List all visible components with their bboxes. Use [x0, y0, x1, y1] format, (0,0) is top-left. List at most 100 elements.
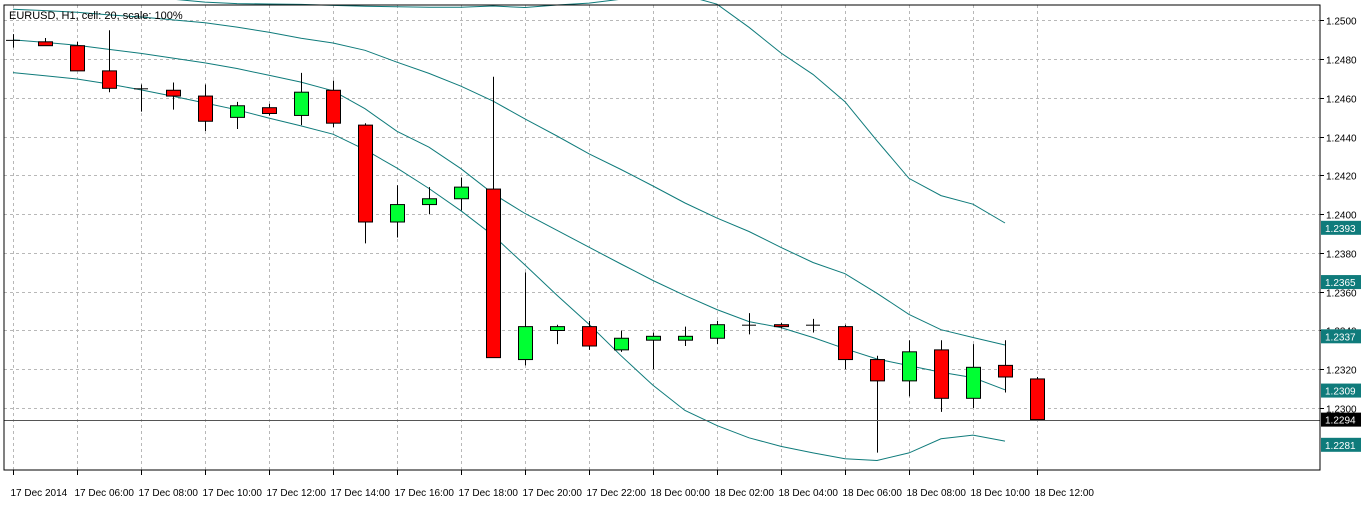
time-tick-label: 18 Dec 04:00 — [779, 488, 839, 499]
price-tick-label: 1.2360 — [1326, 289, 1357, 300]
candle[interactable] — [582, 320, 597, 350]
candle[interactable] — [934, 340, 949, 412]
time-tick-label: 18 Dec 06:00 — [843, 488, 903, 499]
candle[interactable] — [6, 34, 20, 48]
price-tick-label: 1.2420 — [1326, 172, 1357, 183]
current-price-tag — [1321, 412, 1361, 427]
price-tick-label: 1.2460 — [1326, 95, 1357, 106]
band-price-tag — [1321, 220, 1361, 235]
candle-body — [326, 89, 341, 124]
candle[interactable] — [678, 326, 693, 346]
band-inner-lower — [12, 72, 1006, 462]
time-tick-label: 17 Dec 06:00 — [75, 488, 135, 499]
candle-body — [294, 91, 309, 116]
price-tick-label: 1.2380 — [1326, 250, 1357, 261]
candle-body — [70, 45, 85, 72]
candle[interactable] — [966, 344, 981, 408]
price-tick-label: 1.2440 — [1326, 134, 1357, 145]
time-tick-label: 18 Dec 02:00 — [715, 488, 775, 499]
candle[interactable] — [166, 82, 181, 110]
price-tag-label: 1.2337 — [1325, 332, 1356, 343]
price-tick-label: 1.2500 — [1326, 17, 1357, 28]
time-tick-label: 17 Dec 08:00 — [139, 488, 199, 499]
candle[interactable] — [326, 80, 341, 128]
candle[interactable] — [358, 123, 373, 244]
candle-body — [518, 326, 533, 361]
chart-info-label: EURUSD, H1, cell: 20, scale: 100% — [9, 10, 183, 22]
candle-body — [166, 89, 181, 97]
time-tick-label: 17 Dec 16:00 — [395, 488, 455, 499]
time-tick-label: 17 Dec 2014 — [11, 488, 68, 499]
candle-body — [934, 349, 949, 399]
candle-body — [646, 335, 661, 341]
candle[interactable] — [870, 355, 885, 453]
price-tick-label: 1.2320 — [1326, 366, 1357, 377]
candle[interactable] — [614, 330, 629, 352]
time-tick-label: 18 Dec 00:00 — [651, 488, 711, 499]
candle[interactable] — [102, 30, 117, 93]
time-tick-label: 17 Dec 18:00 — [459, 488, 519, 499]
candle-body — [422, 198, 437, 206]
time-tick-label: 17 Dec 20:00 — [523, 488, 583, 499]
band-inner-upper — [12, 8, 1006, 346]
candle-body — [870, 359, 885, 382]
candle[interactable] — [70, 41, 85, 72]
price-tick-label: 1.2480 — [1326, 56, 1357, 67]
candle-body — [198, 95, 213, 122]
candle[interactable] — [390, 185, 405, 238]
price-tick-label: 1.2400 — [1326, 211, 1357, 222]
price-tag-label: 1.2365 — [1325, 278, 1356, 289]
candle[interactable] — [742, 313, 756, 335]
candle[interactable] — [1030, 377, 1045, 421]
candle[interactable] — [198, 84, 213, 131]
candle[interactable] — [230, 101, 245, 129]
candle-body — [262, 107, 277, 114]
time-axis[interactable]: 17 Dec 2014 17 Dec 06:00 17 Dec 08:00 17 De… — [11, 470, 1095, 499]
candle[interactable] — [774, 322, 789, 329]
candle-body — [486, 188, 501, 359]
candle[interactable] — [646, 332, 661, 370]
band-price-tag — [1321, 383, 1361, 398]
candle-body — [230, 105, 245, 118]
candle[interactable] — [262, 103, 277, 116]
candle-body — [1030, 378, 1045, 421]
price-tag-label: 1.2309 — [1325, 387, 1356, 398]
candle[interactable] — [422, 187, 437, 215]
candle[interactable] — [38, 37, 53, 47]
candle[interactable] — [454, 177, 469, 211]
candles[interactable] — [6, 30, 1045, 453]
candle[interactable] — [806, 318, 820, 333]
candle-body — [582, 326, 597, 347]
time-tick-label: 18 Dec 12:00 — [1035, 488, 1095, 499]
candle[interactable] — [838, 324, 853, 370]
band-price-tag — [1321, 437, 1361, 452]
candle-body — [774, 324, 789, 328]
price-tag-label: 1.2294 — [1325, 416, 1356, 427]
candle-body — [454, 186, 469, 200]
candle-body — [998, 364, 1013, 378]
time-tick-label: 17 Dec 10:00 — [203, 488, 263, 499]
candle-body — [550, 326, 565, 331]
time-tick-label: 18 Dec 10:00 — [971, 488, 1031, 499]
time-tick-label: 17 Dec 14:00 — [331, 488, 391, 499]
candle[interactable] — [710, 320, 725, 345]
time-tick-label: 17 Dec 12:00 — [267, 488, 327, 499]
candle-body — [38, 41, 53, 47]
band-outer-upper — [176, 0, 1006, 224]
candle[interactable] — [294, 72, 309, 126]
candle[interactable] — [518, 272, 533, 366]
candle[interactable] — [902, 340, 917, 397]
candle-body — [358, 124, 373, 223]
chart-frame — [3, 4, 1321, 471]
candle[interactable] — [134, 84, 148, 112]
price-tick-label: 1.2300 — [1326, 405, 1357, 416]
candle[interactable] — [998, 340, 1013, 393]
candle-body — [838, 326, 853, 361]
candle[interactable] — [486, 76, 501, 359]
time-tick-label: 18 Dec 08:00 — [907, 488, 967, 499]
price-tag-label: 1.2393 — [1325, 224, 1356, 235]
candle[interactable] — [550, 324, 565, 345]
